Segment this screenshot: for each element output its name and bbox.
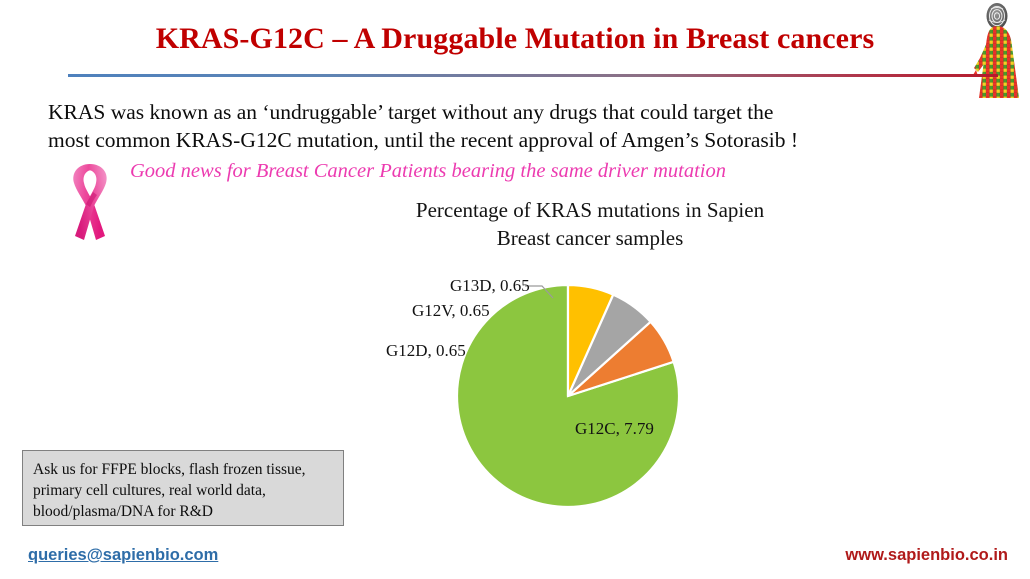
- pie-plot-area: [330, 266, 850, 526]
- body-paragraph: KRAS was known as an ‘undruggable’ targe…: [48, 98, 978, 154]
- g13d-leader-line: [525, 285, 554, 299]
- chart-title: Percentage of KRAS mutations in Sapien B…: [330, 196, 850, 252]
- pie-label-g12v: G12V, 0.65: [412, 301, 490, 320]
- body-line-1: KRAS was known as an ‘undruggable’ targe…: [48, 100, 774, 124]
- pie-chart: Percentage of KRAS mutations in Sapien B…: [330, 196, 850, 526]
- title-divider-rule: [68, 74, 998, 77]
- pie-label-g12d: G12D, 0.65: [386, 341, 466, 360]
- footer-website-text: www.sapienbio.co.in: [845, 546, 1008, 564]
- sapien-figure-logo-icon: [972, 2, 1022, 106]
- slide-title: KRAS-G12C – A Druggable Mutation in Brea…: [155, 22, 875, 55]
- body-line-2: most common KRAS-G12C mutation, until th…: [48, 128, 799, 152]
- pie-label-g13d: G13D, 0.65: [450, 276, 530, 295]
- pink-awareness-ribbon-icon: [58, 156, 122, 248]
- footer-email-link[interactable]: queries@sapienbio.com: [28, 546, 219, 564]
- pie-label-g12c: G12C, 7.79: [575, 419, 654, 438]
- pie-slices: [455, 283, 681, 509]
- pie-slice-g13d[interactable]: [566, 283, 615, 397]
- highlight-text: Good news for Breast Cancer Patients bea…: [130, 160, 726, 182]
- info-callout-box: Ask us for FFPE blocks, flash frozen tis…: [22, 450, 344, 526]
- chart-title-line-2: Breast cancer samples: [496, 226, 684, 250]
- chart-title-line-1: Percentage of KRAS mutations in Sapien: [415, 198, 765, 222]
